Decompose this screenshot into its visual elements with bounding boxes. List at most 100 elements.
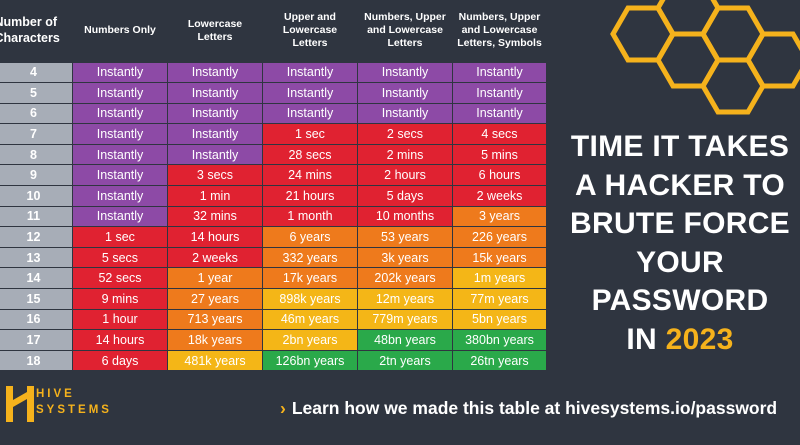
headline-in: IN: [626, 322, 657, 356]
header-numbers-only: Numbers Only: [84, 24, 156, 37]
table-cell: Instantly: [167, 82, 263, 104]
row-character-count: 8: [0, 143, 73, 166]
table-row: 15 9 mins 27 years 898k years 12m years 77m y…: [0, 288, 547, 310]
table-cell: 481k years: [167, 349, 263, 372]
headline-line-3: BRUTE FORCE: [570, 207, 790, 240]
table-cell: 52 secs: [72, 267, 168, 290]
table-cell: 5 days: [357, 185, 453, 207]
table-cell: 6 days: [72, 349, 168, 372]
table-cell: 77m years: [452, 288, 547, 310]
table-cell: 21 hours: [262, 185, 358, 207]
row-character-count: 14: [0, 267, 73, 290]
table-cell: 779m years: [357, 308, 453, 331]
table-cell: 6 hours: [452, 164, 547, 187]
row-character-count: 17: [0, 329, 73, 351]
table-cell: 10 months: [357, 205, 453, 228]
table-cell: Instantly: [72, 143, 168, 166]
table-cell: Instantly: [262, 82, 358, 104]
table-cell: Instantly: [72, 185, 168, 207]
table-cell: 2 hours: [357, 164, 453, 187]
table-row: 12 1 sec 14 hours 6 years 53 years 226 years: [0, 226, 547, 248]
table-cell: 713 years: [167, 308, 263, 331]
table-cell: 32 mins: [167, 205, 263, 228]
table-row: 17 14 hours 18k years 2bn years 48bn years 38…: [0, 329, 547, 351]
table-row: 14 52 secs 1 year 17k years 202k years 1m yea…: [0, 267, 547, 290]
table-cell: 1 hour: [72, 308, 168, 331]
row-character-count: 12: [0, 226, 73, 248]
table-row: 18 6 days 481k years 126bn years 2tn years 26…: [0, 349, 547, 372]
table-cell: 1 month: [262, 205, 358, 228]
table-row: 5 Instantly Instantly Instantly Instantly Ins…: [0, 82, 547, 104]
table-cell: 3k years: [357, 246, 453, 269]
headline-line-5: PASSWORD: [591, 284, 769, 317]
headline-year: 2023: [665, 322, 734, 356]
table-cell: 12m years: [357, 288, 453, 310]
table-cell: Instantly: [357, 82, 453, 104]
row-character-count: 7: [0, 123, 73, 145]
table-cell: 2 mins: [357, 143, 453, 166]
table-cell: 48bn years: [357, 329, 453, 351]
table-row: 8 Instantly Instantly 28 secs 2 mins 5 mins: [0, 143, 547, 166]
header-all-symbols: Numbers, Upper and Lowercase Letters, Sy…: [457, 11, 542, 50]
row-character-count: 11: [0, 205, 73, 228]
row-character-count: 9: [0, 164, 73, 187]
table-cell: 226 years: [452, 226, 547, 248]
table-cell: 5 secs: [72, 246, 168, 269]
header-lowercase: Lowercase Letters: [187, 17, 243, 43]
table-row: 11 Instantly 32 mins 1 month 10 months 3 year…: [0, 205, 547, 228]
table-cell: 2 weeks: [452, 185, 547, 207]
row-character-count: 10: [0, 185, 73, 207]
table-cell: 53 years: [357, 226, 453, 248]
row-character-count: 6: [0, 102, 73, 125]
table-row: 16 1 hour 713 years 46m years 779m years 5bn …: [0, 308, 547, 331]
table-cell: 27 years: [167, 288, 263, 310]
table-cell: Instantly: [72, 205, 168, 228]
table-cell: 24 mins: [262, 164, 358, 187]
table-cell: 26tn years: [452, 349, 547, 372]
table-row: 9 Instantly 3 secs 24 mins 2 hours 6 hours: [0, 164, 547, 187]
row-character-count: 16: [0, 308, 73, 331]
hive-logo-icon: [6, 386, 34, 422]
table-cell: Instantly: [262, 61, 358, 84]
table-cell: Instantly: [452, 82, 547, 104]
table-cell: Instantly: [72, 123, 168, 145]
table-cell: Instantly: [72, 61, 168, 84]
table-cell: 898k years: [262, 288, 358, 310]
table-cell: 1m years: [452, 267, 547, 290]
table-cell: 46m years: [262, 308, 358, 331]
headline-line-4: YOUR: [636, 245, 724, 279]
table-cell: 380bn years: [452, 329, 547, 351]
header-upper-lower: Upper and Lowercase Letters: [282, 11, 338, 50]
table-cell: 1 year: [167, 267, 263, 290]
row-character-count: 13: [0, 246, 73, 269]
table-cell: 126bn years: [262, 349, 358, 372]
row-character-count: 15: [0, 288, 73, 310]
logo-line1: HIVE: [36, 388, 75, 400]
table-cell: 5bn years: [452, 308, 547, 331]
table-cell: Instantly: [452, 61, 547, 84]
header-number-of-characters: Number of Characters: [0, 15, 60, 45]
table-cell: 1 sec: [72, 226, 168, 248]
hive-systems-logo: HIVE SYSTEMS: [0, 380, 120, 430]
table-row: 7 Instantly Instantly 1 sec 2 secs 4 secs: [0, 123, 547, 145]
table-cell: 15k years: [452, 246, 547, 269]
table-cell: 14 hours: [72, 329, 168, 351]
table-cell: Instantly: [167, 61, 263, 84]
table-cell: Instantly: [167, 143, 263, 166]
table-cell: 332 years: [262, 246, 358, 269]
table-cell: 28 secs: [262, 143, 358, 166]
table-cell: 3 years: [452, 205, 547, 228]
table-cell: Instantly: [262, 102, 358, 125]
table-cell: 1 sec: [262, 123, 358, 145]
table-cell: 2tn years: [357, 349, 453, 372]
table-cell: 17k years: [262, 267, 358, 290]
table-row: 6 Instantly Instantly Instantly Instantly Ins…: [0, 102, 547, 125]
table-cell: 202k years: [357, 267, 453, 290]
table-cell: Instantly: [167, 123, 263, 145]
table-cell: 14 hours: [167, 226, 263, 248]
table-row: 10 Instantly 1 min 21 hours 5 days 2 weeks: [0, 185, 547, 207]
table-cell: Instantly: [72, 164, 168, 187]
table-cell: 4 secs: [452, 123, 547, 145]
learn-more-text: Learn how we made this table at hivesyst…: [291, 398, 778, 418]
learn-more-link[interactable]: › Learn how we made this table at hivesys…: [280, 398, 777, 419]
